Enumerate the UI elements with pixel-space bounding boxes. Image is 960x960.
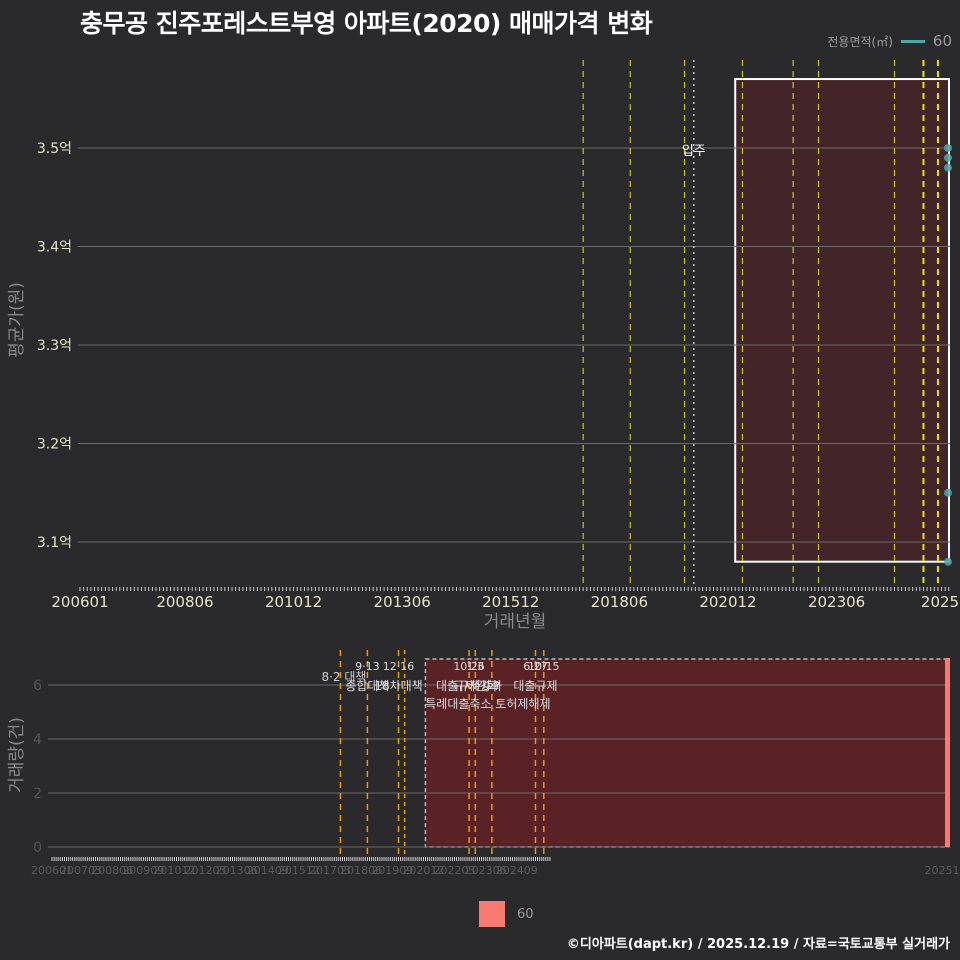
policy-date: 1·3 (467, 660, 485, 673)
y-axis-title: 평균가(원) (7, 282, 27, 358)
x-tick-label: 200601 (51, 593, 108, 611)
x-tick-label: 202409 (496, 864, 538, 877)
policy-label: 18차대책 (374, 678, 422, 693)
data-point (944, 164, 952, 172)
y-tick-label: 3.4억 (37, 240, 72, 256)
y-axis-title: 거래량(건) (7, 717, 27, 793)
chart-canvas: 3.1억 3.2억 3.3억 3.4억 3.5억 입주 200601 200806 201012… (0, 0, 960, 960)
policy-date: 9·7 (483, 680, 501, 693)
data-point (944, 558, 952, 566)
data-point (944, 144, 952, 152)
highlight-region (735, 79, 949, 562)
x-tick-label: 201012 (265, 593, 322, 611)
volume-bar (945, 658, 950, 847)
x-tick-label: 2025 (921, 593, 959, 611)
legend-bottom-label: 60 (517, 907, 534, 922)
y-tick-label: 2 (33, 786, 42, 802)
policy-label: 특례대출축소 토허제해제 (425, 697, 550, 711)
bottom-legend: 60 (479, 901, 534, 927)
highlight-region (425, 659, 948, 847)
x-tick-label: 20251 (925, 864, 960, 877)
footer-credit: ©디아파트(dapt.kr) / 2025.12.19 / 자료=국토교통부 실… (567, 933, 950, 952)
policy-label: 대출규제 (513, 679, 557, 693)
y-tick-label: 0 (33, 840, 42, 856)
y-tick-label: 3.1억 (37, 535, 72, 551)
policy-date: 10·15 (528, 660, 560, 673)
y-tick-label: 3.5억 (37, 141, 72, 157)
y-tick-label: 6 (33, 678, 42, 694)
x-tick-label: 201806 (591, 593, 648, 611)
x-tick-label: 202306 (808, 593, 865, 611)
move-in-label: 입주 (682, 144, 706, 159)
x-tick-label: 202012 (699, 593, 756, 611)
data-point (944, 489, 952, 497)
policy-date: 12·16 (383, 660, 415, 673)
x-tick-label: 200806 (156, 593, 213, 611)
x-tick-label: 201512 (482, 593, 539, 611)
y-tick-label: 3.3억 (37, 338, 72, 354)
y-tick-label: 4 (33, 732, 42, 748)
x-tick-label: 201306 (374, 593, 431, 611)
y-tick-label: 3.2억 (37, 437, 72, 453)
x-axis-title: 거래년월 (484, 612, 547, 632)
data-point (944, 154, 952, 162)
legend-swatch-icon (479, 901, 505, 927)
policy-date: 9·13 (355, 660, 380, 673)
